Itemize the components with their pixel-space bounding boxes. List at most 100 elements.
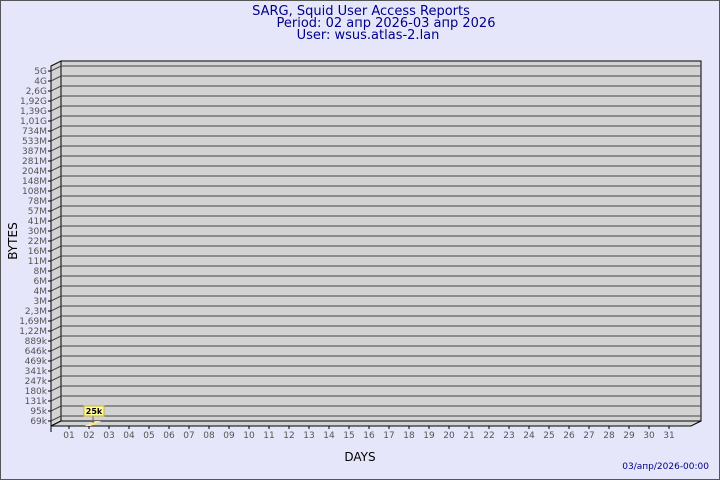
- y-tick-label: 533M: [22, 137, 47, 147]
- data-label-box: [83, 405, 105, 417]
- gridline: [50, 415, 701, 422]
- gridline: [50, 75, 701, 82]
- y-tick-label: 469k: [25, 357, 48, 367]
- y-tick-label: 341k: [25, 367, 48, 377]
- y-tick-label: 180k: [25, 387, 48, 397]
- gridline: [50, 95, 701, 102]
- x-tick-label: 03: [103, 431, 114, 441]
- plot-back-wall: [60, 60, 702, 422]
- chart-user: User: wsus.atlas-2.lan: [296, 28, 440, 43]
- y-tick-label: 247k: [25, 377, 48, 387]
- x-tick-label: 29: [623, 431, 635, 441]
- chart-title: SARG, Squid User Access Reports: [252, 4, 470, 19]
- gridline: [50, 215, 701, 222]
- y-tick-label: 4G: [34, 77, 47, 87]
- y-tick-label: 1,01G: [20, 117, 47, 127]
- plot-side-wall: [50, 60, 62, 427]
- x-tick-label: 19: [423, 431, 435, 441]
- y-tick-label: 2,3M: [25, 307, 47, 317]
- x-tick-label: 27: [583, 431, 594, 441]
- y-tick-label: 22M: [28, 237, 47, 247]
- y-tick-label: 131k: [25, 397, 48, 407]
- gridline: [50, 385, 701, 392]
- x-tick-label: 30: [643, 431, 655, 441]
- y-tick-label: 1,92G: [20, 97, 47, 107]
- gridline: [50, 125, 701, 132]
- x-axis-label: DAYS: [344, 450, 375, 464]
- gridline: [50, 305, 701, 312]
- y-tick-label: 6M: [34, 277, 48, 287]
- x-tick-label: 02: [83, 431, 94, 441]
- y-tick-label: 108M: [22, 187, 47, 197]
- gridline: [50, 165, 701, 172]
- x-tick-label: 09: [223, 431, 235, 441]
- y-tick-label: 1,39G: [20, 107, 47, 117]
- gridline: [50, 345, 701, 352]
- gridline: [50, 105, 701, 112]
- y-tick-label: 78M: [28, 197, 47, 207]
- gridline: [50, 355, 701, 362]
- data-label: 25k: [86, 407, 103, 416]
- y-tick-label: 3M: [34, 297, 48, 307]
- gridline: [50, 175, 701, 182]
- gridline: [50, 135, 701, 142]
- x-tick-label: 10: [243, 431, 255, 441]
- gridline: [50, 65, 701, 72]
- x-tick-label: 11: [263, 431, 274, 441]
- gridline: [50, 245, 701, 252]
- y-tick-label: 5G: [34, 67, 47, 77]
- x-tick-label: 25: [543, 431, 554, 441]
- y-tick-label: 1,69M: [19, 317, 47, 327]
- gridline: [50, 395, 701, 402]
- x-tick-label: 31: [663, 431, 674, 441]
- x-tick-label: 01: [63, 431, 74, 441]
- y-tick-label: 30M: [28, 227, 47, 237]
- y-tick-label: 646k: [25, 347, 48, 357]
- report-timestamp: 03/апр/2026-00:00: [622, 462, 709, 472]
- x-tick-label: 06: [163, 431, 175, 441]
- gridline: [50, 365, 701, 372]
- x-tick-label: 07: [183, 431, 194, 441]
- y-tick-label: 204M: [22, 167, 47, 177]
- y-tick-label: 8M: [34, 267, 48, 277]
- x-tick-label: 18: [403, 431, 415, 441]
- x-tick-label: 23: [503, 431, 514, 441]
- x-tick-label: 20: [443, 431, 455, 441]
- y-tick-label: 1,22M: [19, 327, 47, 337]
- x-tick-label: 04: [123, 431, 135, 441]
- x-tick-label: 22: [483, 431, 494, 441]
- gridline: [50, 315, 701, 322]
- chart-period: Period: 02 апр 2026-03 апр 2026: [276, 16, 496, 31]
- gridline: [50, 205, 701, 212]
- x-tick-label: 13: [303, 431, 314, 441]
- y-tick-label: 889k: [25, 337, 48, 347]
- y-tick-label: 4M: [34, 287, 48, 297]
- gridline: [50, 115, 701, 122]
- y-tick-label: 2,6G: [26, 87, 47, 97]
- gridline: [50, 185, 701, 192]
- x-tick-label: 17: [383, 431, 394, 441]
- gridline: [50, 145, 701, 152]
- bar-day-02: [85, 421, 101, 426]
- x-tick-label: 21: [463, 431, 474, 441]
- gridline: [50, 155, 701, 162]
- x-tick-label: 08: [203, 431, 215, 441]
- x-tick-label: 26: [563, 431, 575, 441]
- y-tick-label: 11M: [28, 257, 47, 267]
- x-tick-label: 12: [283, 431, 294, 441]
- gridline: [50, 85, 701, 92]
- y-tick-label: 57M: [28, 207, 47, 217]
- gridline: [50, 235, 701, 242]
- x-tick-label: 28: [603, 431, 615, 441]
- plot-floor: [50, 420, 702, 427]
- x-tick-label: 05: [143, 431, 154, 441]
- gridline: [50, 335, 701, 342]
- x-tick-label: 14: [323, 431, 335, 441]
- x-tick-label: 16: [363, 431, 375, 441]
- y-tick-label: 41M: [28, 217, 47, 227]
- y-tick-label: 95k: [30, 407, 47, 417]
- y-axis-label: BYTES: [6, 222, 20, 259]
- gridline: [50, 295, 701, 302]
